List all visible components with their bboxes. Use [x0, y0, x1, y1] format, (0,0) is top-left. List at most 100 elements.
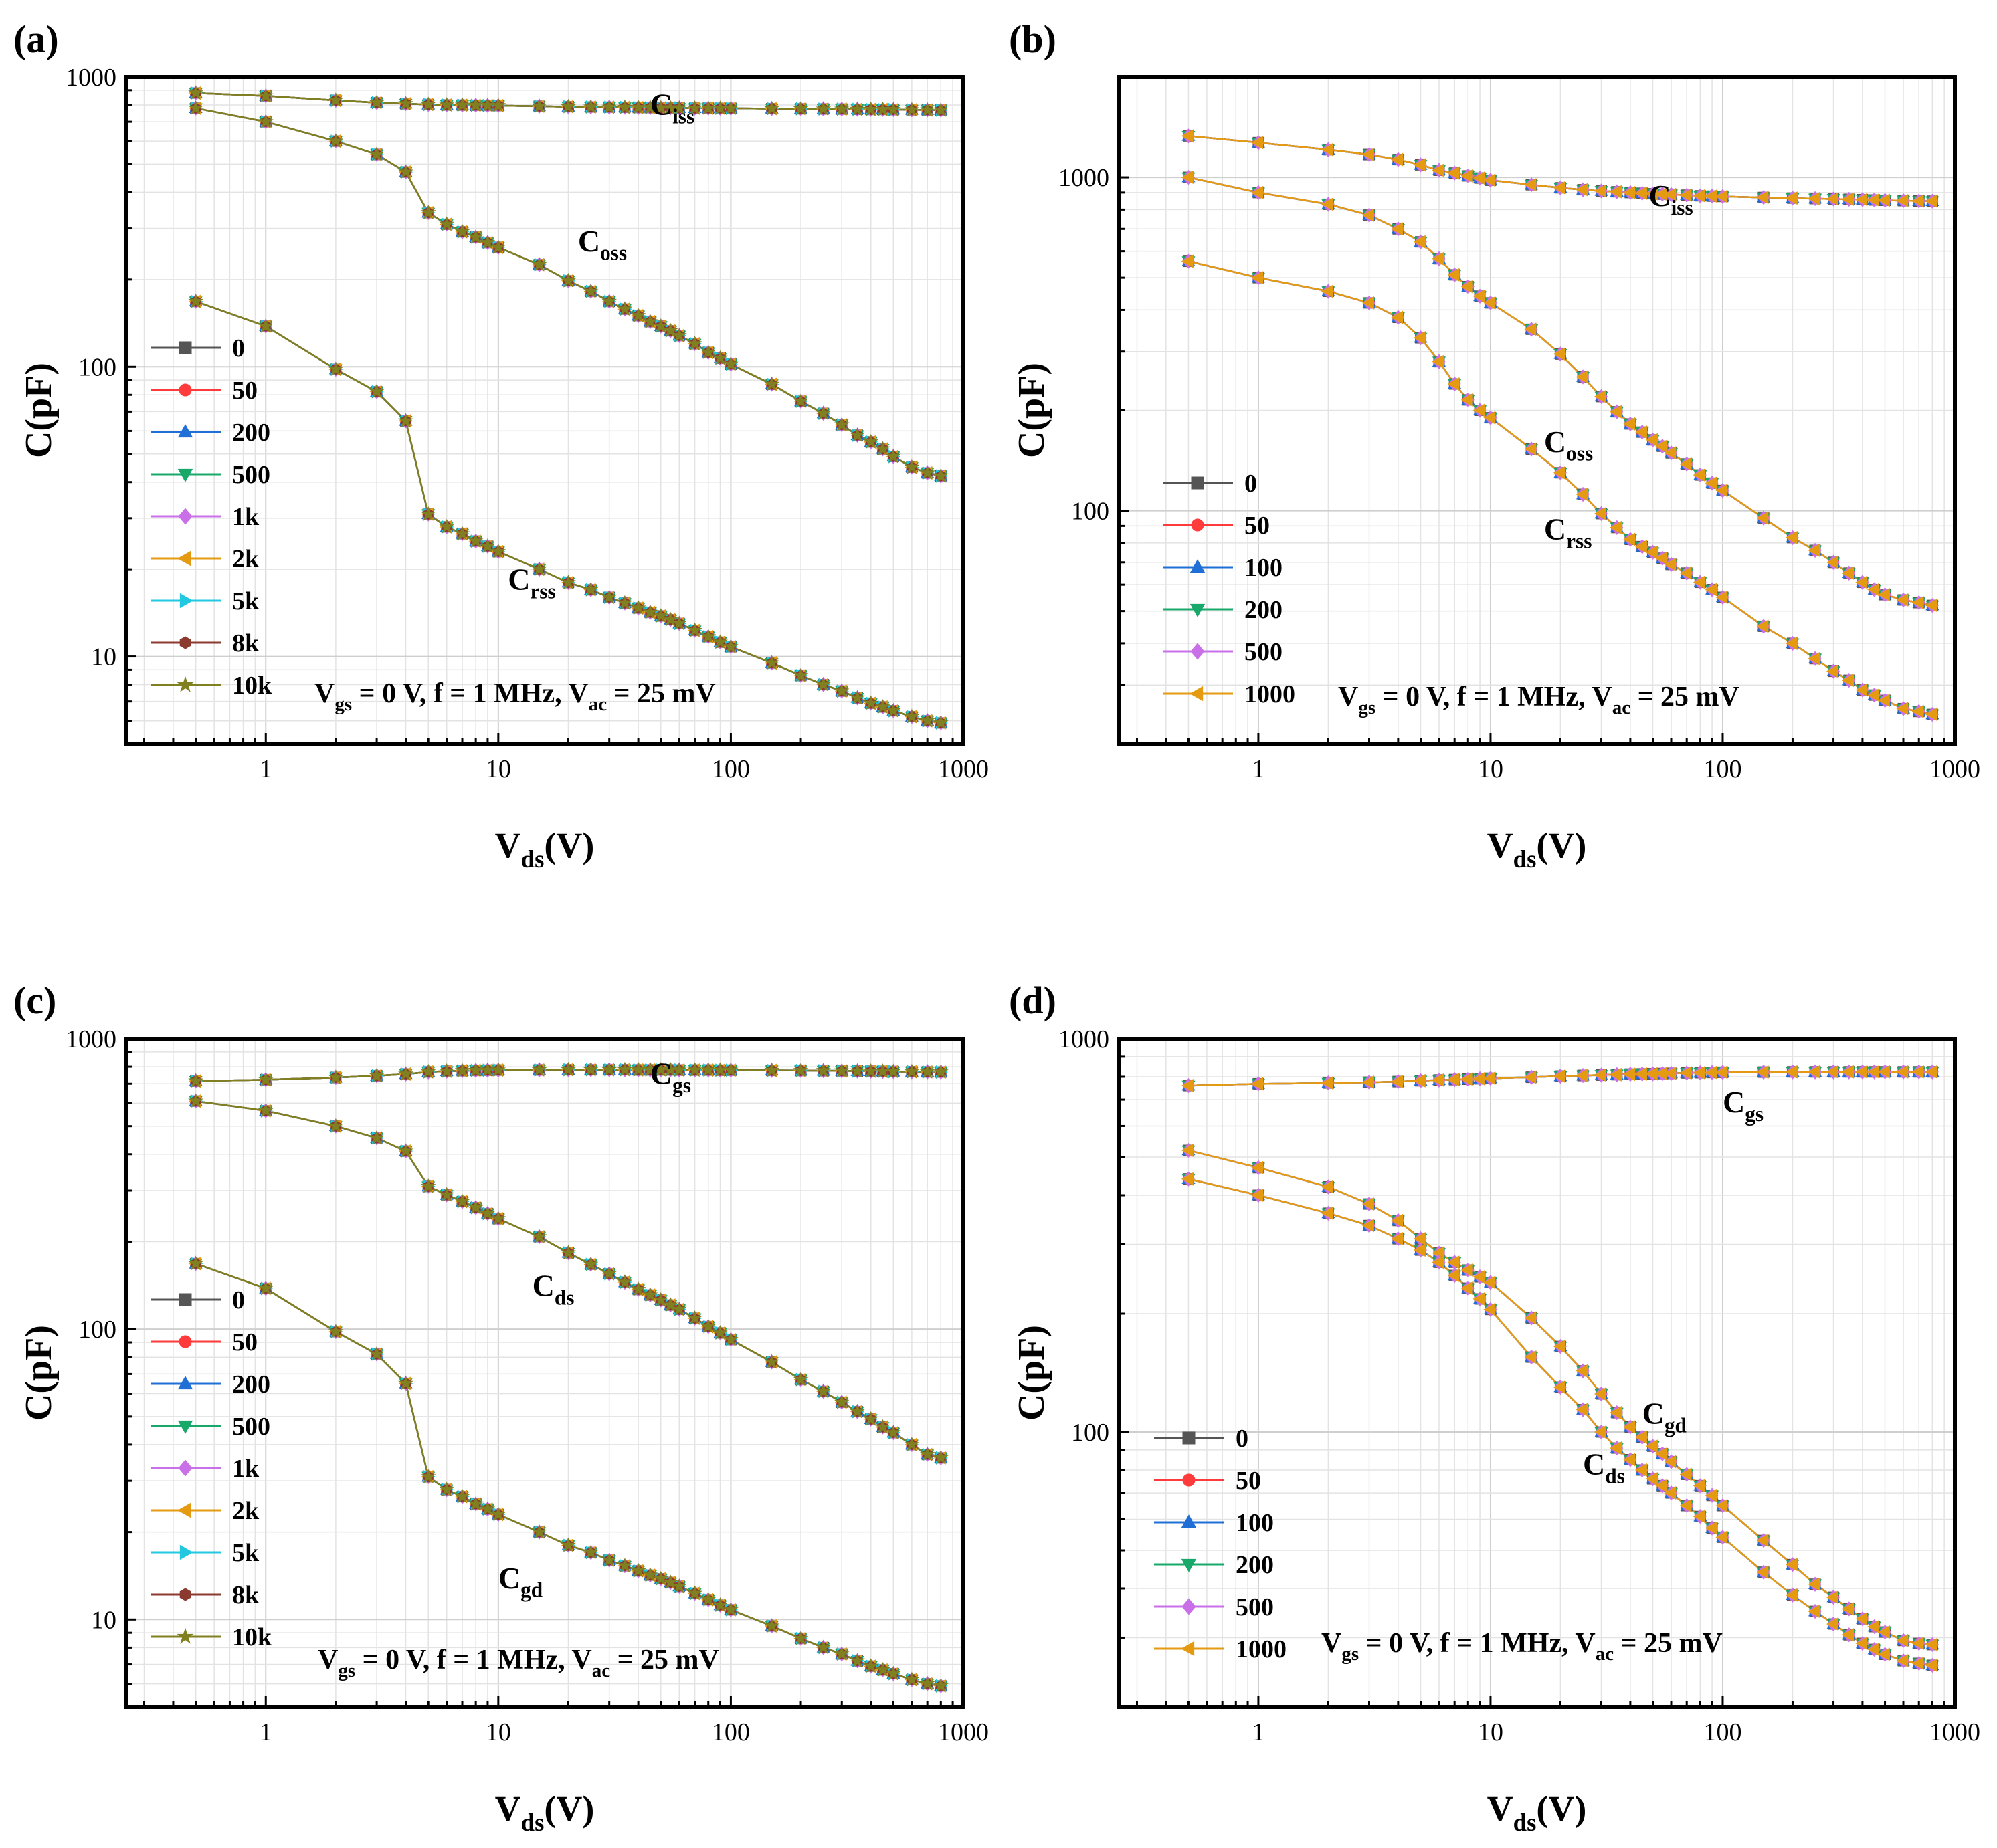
legend-marker	[1190, 603, 1206, 617]
data-point	[863, 695, 879, 710]
data-point	[919, 465, 935, 480]
data-point	[1826, 192, 1838, 206]
series-Cgs	[188, 1061, 949, 1089]
data-point	[480, 538, 496, 553]
data-point	[439, 1481, 455, 1496]
data-point	[1391, 1232, 1404, 1246]
data-point	[1610, 1441, 1622, 1455]
data-point	[1321, 142, 1333, 157]
data-point	[1413, 331, 1426, 345]
x-tick-label: 10	[1478, 755, 1503, 783]
data-point	[850, 1403, 865, 1419]
series-Cgs	[1181, 1064, 1939, 1094]
data-point	[454, 1063, 470, 1077]
data-point	[834, 417, 850, 431]
legend-label: 500	[1244, 638, 1282, 666]
data-point	[1645, 1472, 1658, 1486]
data-point	[1361, 148, 1374, 162]
data-point	[1524, 178, 1537, 192]
data-point	[816, 1063, 832, 1077]
data-point	[1321, 1206, 1333, 1220]
data-point	[1664, 1066, 1677, 1080]
data-point	[764, 376, 780, 391]
data-point	[1483, 296, 1496, 310]
data-point	[439, 216, 455, 231]
data-point	[885, 1063, 901, 1078]
data-point	[723, 1601, 739, 1617]
x-tick-label: 1000	[1929, 755, 1980, 783]
legend-marker	[177, 550, 191, 567]
legend-label: 2k	[232, 1497, 260, 1525]
data-point	[1877, 193, 1890, 207]
data-point	[700, 1318, 717, 1334]
x-tick-label: 1000	[938, 755, 989, 783]
data-point	[764, 1618, 780, 1633]
condition-annotation: Vgs = 0 V, f = 1 MHz, Vac = 25 mV	[318, 1645, 719, 1681]
data-point	[904, 708, 920, 724]
data-point	[723, 356, 739, 371]
data-point	[258, 1102, 274, 1118]
data-point	[328, 1069, 344, 1084]
data-point	[919, 1446, 935, 1461]
x-axis-label: Vds(V)	[1487, 825, 1587, 873]
x-tick-label: 10	[486, 1718, 511, 1746]
legend-marker	[177, 1420, 193, 1434]
data-point	[1472, 289, 1485, 303]
data-point	[490, 1211, 506, 1225]
data-point	[258, 114, 274, 128]
legend-marker	[178, 508, 193, 525]
y-tick-label: 100	[1071, 498, 1109, 526]
data-point	[816, 1383, 832, 1399]
data-point	[642, 1567, 658, 1582]
curve-label: Coss	[1544, 425, 1593, 466]
data-point	[1447, 377, 1460, 391]
data-point	[1645, 545, 1658, 559]
data-point	[687, 100, 703, 115]
data-point	[1896, 1065, 1909, 1079]
data-point	[1693, 468, 1705, 482]
data-point	[1524, 442, 1537, 456]
data-point	[1413, 1073, 1426, 1088]
data-point	[561, 1245, 576, 1259]
data-point	[875, 1419, 890, 1434]
data-point	[816, 101, 832, 116]
x-tick-label: 1	[260, 1718, 272, 1746]
data-point	[1432, 1255, 1444, 1269]
data-point	[1705, 476, 1717, 490]
data-point	[1321, 197, 1333, 211]
data-point	[1867, 1619, 1879, 1634]
data-point	[454, 97, 470, 112]
data-point	[1576, 370, 1588, 384]
data-point	[1432, 354, 1444, 369]
data-point	[1842, 192, 1855, 207]
data-point	[420, 96, 436, 111]
curve-label: Cgs	[650, 1056, 691, 1097]
data-point	[1715, 1530, 1728, 1544]
data-point	[1524, 1311, 1537, 1325]
legend-label: 5k	[232, 1539, 260, 1567]
data-point	[1553, 1069, 1565, 1084]
y-tick-label: 10	[91, 643, 116, 672]
data-point	[662, 322, 678, 338]
data-point	[1679, 1498, 1692, 1513]
legend-label: 5k	[232, 587, 260, 615]
legend-label: 2k	[232, 545, 260, 573]
legend-label: 50	[1244, 512, 1270, 540]
data-point	[863, 1658, 879, 1673]
data-point	[1610, 1406, 1622, 1420]
condition-annotation: Vgs = 0 V, f = 1 MHz, Vac = 25 mV	[1338, 682, 1739, 718]
data-point	[671, 1578, 687, 1593]
data-point	[1623, 1420, 1636, 1434]
y-tick-label: 100	[78, 353, 116, 381]
data-point	[328, 92, 344, 107]
data-point	[1664, 1486, 1677, 1500]
data-point	[439, 518, 455, 534]
data-point	[1181, 1143, 1194, 1158]
data-point	[1911, 194, 1924, 208]
data-point	[1896, 593, 1909, 607]
data-point	[601, 1265, 617, 1281]
legend-marker	[1181, 1641, 1195, 1657]
data-point	[1855, 683, 1868, 697]
data-point	[1785, 191, 1798, 205]
data-point	[1432, 163, 1444, 177]
